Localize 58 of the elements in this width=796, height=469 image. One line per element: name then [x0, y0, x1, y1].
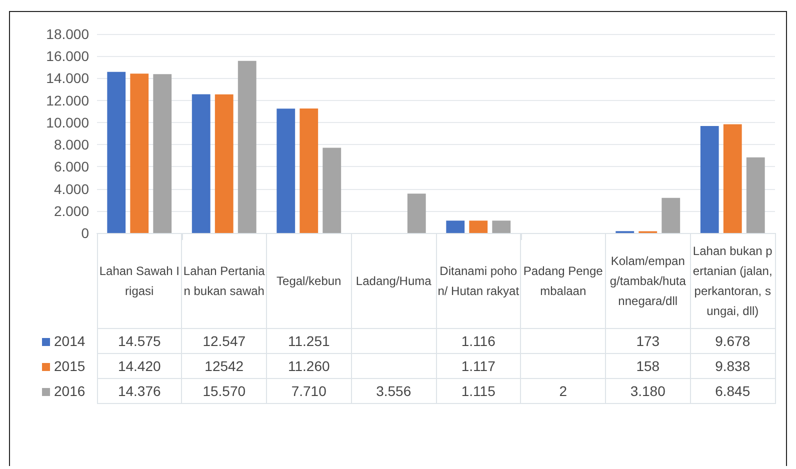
data-label: 6.845 — [690, 378, 775, 404]
data-label: 14.376 — [97, 378, 182, 404]
data-label: 3.180 — [606, 378, 690, 404]
legend-label: 2016 — [53, 382, 86, 401]
data-label: 9.678 — [690, 328, 775, 354]
legend-label: 2015 — [53, 357, 86, 376]
x-tick-label: Lahan Pertanian bukan sawah — [182, 234, 266, 328]
data-label: 12.547 — [182, 328, 266, 354]
bar — [662, 198, 680, 233]
data-label: 2 — [520, 378, 606, 404]
data-label: 1.117 — [436, 354, 521, 378]
data-label: 7.710 — [266, 378, 352, 404]
x-tick-label: Kolam/empang/tambak/hutannegara/dll — [606, 234, 690, 328]
bar — [192, 94, 210, 233]
y-tick-label: 16.000 — [46, 48, 90, 64]
x-tick-label: Lahan bukan pertanian (jalan, perkantoran, sungai, dll) — [690, 234, 775, 328]
x-tick-label: Ladang/Huma — [351, 234, 436, 328]
data-label: 1.115 — [436, 378, 521, 404]
bar — [214, 94, 234, 233]
y-tick-label: 8.000 — [54, 136, 90, 153]
data-label: 9.838 — [690, 354, 775, 378]
data-label: 12542 — [182, 354, 266, 378]
bar — [238, 60, 256, 233]
bar — [723, 124, 742, 233]
data-label: 158 — [606, 354, 690, 378]
x-tick-label: Padang Pengembalaan — [520, 234, 606, 328]
y-tick-label: 18.000 — [46, 26, 90, 42]
x-tick-label: Lahan Sawah Irigasi — [97, 234, 182, 328]
data-label: 1.116 — [436, 328, 521, 354]
bar — [407, 194, 426, 233]
data-label: 15.570 — [182, 378, 266, 404]
bar — [446, 220, 465, 233]
bar — [469, 220, 488, 233]
y-tick-label: 4.000 — [54, 180, 90, 197]
data-label: 173 — [606, 328, 690, 354]
y-tick-label: 14.000 — [46, 70, 90, 86]
bar — [492, 220, 511, 233]
y-tick-label: 6.000 — [54, 158, 90, 175]
data-label: 14.575 — [97, 328, 182, 354]
bar — [130, 74, 149, 233]
data-label: 11.251 — [266, 328, 352, 354]
data-label: 11.260 — [266, 354, 352, 378]
bar — [746, 157, 765, 233]
bar — [322, 148, 342, 233]
bar — [107, 72, 126, 233]
x-tick-label: Ditanami pohon/ Hutan rakyat — [436, 234, 521, 328]
y-tick-label: 0 — [81, 225, 90, 241]
y-tick-label: 12.000 — [46, 92, 90, 108]
data-label: 14.420 — [97, 354, 182, 378]
bar — [153, 74, 172, 233]
bar — [300, 108, 318, 233]
legend-label: 2014 — [53, 332, 86, 351]
x-tick-label: Tegal/kebun — [266, 234, 352, 328]
y-tick-label: 10.000 — [46, 114, 90, 130]
bar — [276, 108, 296, 233]
data-label: 3.556 — [351, 378, 436, 404]
bar — [700, 126, 719, 233]
y-tick-label: 2.000 — [54, 202, 90, 219]
